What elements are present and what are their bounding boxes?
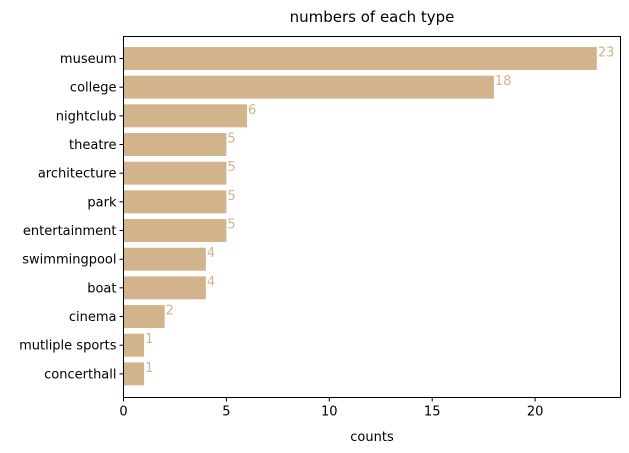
y-tick-label-theatre: theatre <box>69 138 116 153</box>
x-tick-label-20: 20 <box>527 405 544 420</box>
bars-group <box>123 47 597 386</box>
y-tick-label-boat: boat <box>87 281 116 296</box>
y-tick-label-museum: museum <box>60 52 117 67</box>
x-tick-label-5: 5 <box>222 405 230 420</box>
bar-theatre <box>123 133 227 156</box>
x-axis-label: counts <box>350 430 394 445</box>
x-axis-ticks: 0 5 10 15 20 <box>119 397 544 420</box>
x-tick-label-10: 10 <box>321 405 338 420</box>
bar-entertainment <box>123 219 227 242</box>
bar-nightclub <box>123 104 247 128</box>
data-label-theatre: 5 <box>227 132 235 147</box>
data-label-cinema: 2 <box>166 304 174 319</box>
y-tick-label-concerthall: concerthall <box>44 367 116 382</box>
y-tick-label-nightclub: nightclub <box>56 109 117 124</box>
data-label-boat: 4 <box>207 275 215 290</box>
bar-boat <box>123 276 206 300</box>
chart-title: numbers of each type <box>290 8 455 26</box>
data-label-nightclub: 6 <box>248 103 256 118</box>
data-label-museum: 23 <box>598 46 615 61</box>
data-label-swimmingpool: 4 <box>207 246 215 261</box>
y-tick-label-entertainment: entertainment <box>23 224 117 239</box>
bar-concerthall <box>123 362 145 386</box>
y-tick-label-cinema: cinema <box>69 310 117 325</box>
bar-mutliple-sports <box>123 333 145 357</box>
data-label-entertainment: 5 <box>227 218 235 233</box>
data-label-architecture: 5 <box>227 160 235 175</box>
data-label-college: 18 <box>495 74 512 89</box>
y-tick-label-swimmingpool: swimmingpool <box>22 253 116 268</box>
y-tick-label-college: college <box>70 81 117 96</box>
y-tick-label-mutliple-sports: mutliple sports <box>19 339 117 354</box>
data-label-park: 5 <box>227 189 235 204</box>
data-label-mutliple-sports: 1 <box>145 332 153 347</box>
bar-cinema <box>123 305 165 328</box>
bar-architecture <box>123 161 227 185</box>
data-label-concerthall: 1 <box>145 361 153 376</box>
bar-swimmingpool <box>123 247 206 271</box>
y-axis-ticks: museum college nightclub theatre architectur… <box>19 52 124 382</box>
y-tick-label-park: park <box>87 195 117 210</box>
x-tick-label-15: 15 <box>424 405 441 420</box>
y-tick-label-architecture: architecture <box>38 167 117 182</box>
bar-park <box>123 190 227 214</box>
plot-frame <box>123 36 621 398</box>
x-tick-label-0: 0 <box>119 405 127 420</box>
bar-college <box>123 75 494 99</box>
bar-museum <box>123 47 597 70</box>
